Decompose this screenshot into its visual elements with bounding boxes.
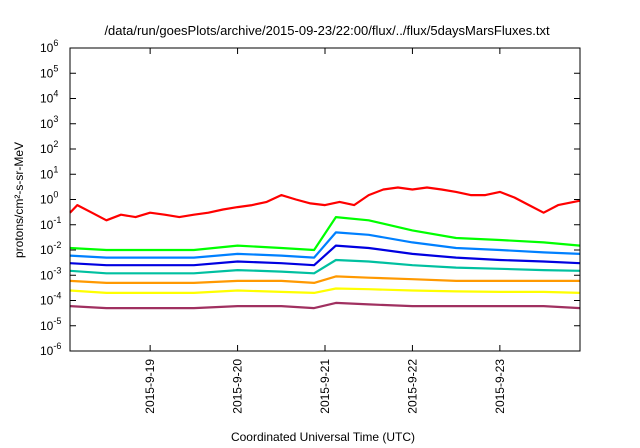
y-tick-label: 103 [40, 114, 58, 131]
y-tick-exponent: -3 [53, 265, 61, 275]
series-line-2 [69, 216, 581, 252]
series-layer [69, 186, 581, 310]
y-tick-exponent: 6 [53, 38, 58, 48]
y-tick-base: 10 [40, 41, 54, 55]
x-tick-label: 2015-9-20 [231, 359, 245, 414]
x-axis-label: Coordinated Universal Time (UTC) [231, 430, 415, 444]
y-tick-exponent: 2 [53, 139, 58, 149]
y-tick-exponent: -2 [53, 240, 61, 250]
y-tick-label: 100 [40, 190, 58, 207]
series-line-8 [69, 301, 581, 310]
y-tick-label: 106 [40, 38, 58, 55]
series-line-7 [69, 287, 581, 294]
y-tick-base: 10 [40, 294, 54, 308]
y-tick-exponent: -5 [53, 316, 61, 326]
y-tick-base: 10 [40, 218, 54, 232]
y-tick-label: 10-5 [40, 316, 61, 333]
y-tick-base: 10 [40, 243, 54, 257]
chart-title: /data/run/goesPlots/archive/2015-09-23/2… [104, 23, 550, 38]
y-tick-label: 102 [40, 139, 58, 156]
y-tick-base: 10 [40, 117, 54, 131]
y-tick-exponent: 3 [53, 114, 58, 124]
y-tick-exponent: 0 [53, 190, 58, 200]
series-line-1 [69, 186, 581, 222]
y-tick-exponent: 4 [53, 89, 58, 99]
y-tick-base: 10 [40, 167, 54, 181]
y-tick-base: 10 [40, 344, 54, 358]
y-tick-base: 10 [40, 92, 54, 106]
y-tick-label: 101 [40, 164, 58, 181]
series-line-4 [69, 244, 581, 267]
y-tick-exponent: -1 [53, 215, 61, 225]
y-tick-exponent: -4 [53, 291, 61, 301]
series-line-5 [69, 258, 581, 275]
y-tick-base: 10 [40, 268, 54, 282]
y-tick-label: 10-4 [40, 291, 61, 308]
y-tick-exponent: 1 [53, 164, 58, 174]
x-tick-label: 2015-9-19 [143, 359, 157, 414]
y-tick-exponent: 5 [53, 63, 58, 73]
y-tick-label: 104 [40, 89, 58, 106]
y-axis-label: protons/cm²-s-sr-MeV [12, 142, 26, 258]
x-tick-label: 2015-9-22 [405, 359, 419, 414]
x-tick-label: 2015-9-23 [493, 359, 507, 414]
y-tick-base: 10 [40, 66, 54, 80]
series-line-3 [69, 231, 581, 259]
y-tick-label: 10-3 [40, 265, 61, 282]
y-tick-label: 105 [40, 63, 58, 80]
y-tick-base: 10 [40, 193, 54, 207]
x-tick-label: 2015-9-21 [318, 359, 332, 414]
y-tick-label: 10-2 [40, 240, 61, 257]
y-tick-label: 10-6 [40, 341, 61, 358]
y-tick-base: 10 [40, 319, 54, 333]
y-tick-base: 10 [40, 142, 54, 156]
series-line-6 [69, 275, 580, 284]
y-tick-exponent: -6 [53, 341, 61, 351]
axes-layer: 10-610-510-410-310-210-11001011021031041… [40, 38, 580, 414]
y-tick-label: 10-1 [40, 215, 61, 232]
